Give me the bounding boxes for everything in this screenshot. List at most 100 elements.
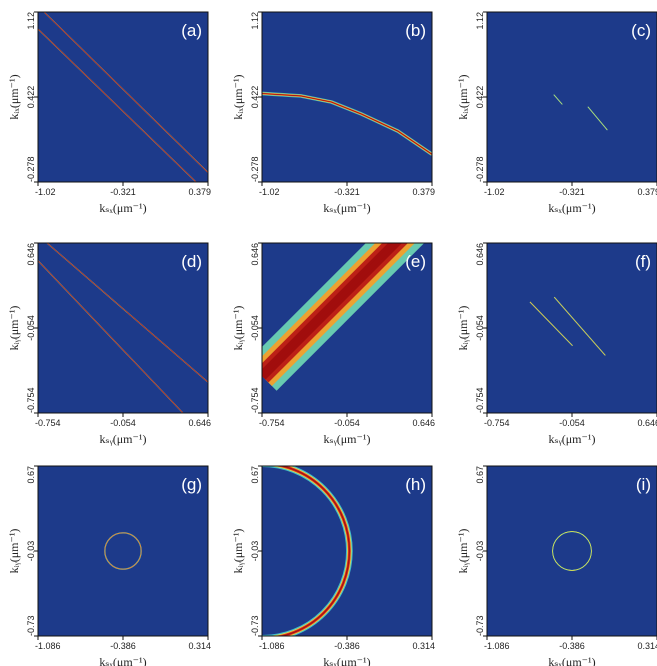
x-tick-label: -1.086 [35,641,61,651]
y-axis-label: kᵢᵧ(μm⁻¹) [7,529,21,574]
intensity-band-1 [262,243,399,378]
heat-map [262,466,353,636]
heat-map [551,530,593,572]
x-tick-label: -1.02 [259,187,280,197]
heat-map [38,12,208,182]
x-axis-label: kₛₓ(μm⁻¹) [323,655,370,666]
y-tick-label: -0.03 [26,541,36,562]
panel-label: (d) [181,252,202,271]
panel-9: (i) -1.086 -0.386 0.314 -0.73 -0.03 0.67 kₛₓ(μm… [456,465,657,666]
panel-label: (e) [405,252,426,271]
x-axis-label: kₛₓ(μm⁻¹) [548,201,595,215]
panel-1: (a) -1.02 -0.321 0.379 -0.278 0.422 1.12 kₛₓ(μm… [7,11,211,215]
plot-background [487,466,657,636]
y-tick-label: 0.67 [26,466,36,484]
heat-map [529,296,606,356]
y-tick-label: -0.054 [475,315,485,341]
x-tick-label: 0.314 [412,641,435,651]
y-tick-label: -0.754 [26,387,36,413]
x-tick-label: 0.379 [637,187,657,197]
x-tick-label: -1.02 [35,187,56,197]
x-tick-label: 0.646 [637,418,657,428]
panel-5: (e) -0.754 -0.054 0.646 -0.754 -0.054 0.646 kₛᵧ… [231,242,435,446]
y-tick-label: -0.03 [250,541,260,562]
x-tick-label: -0.054 [559,418,585,428]
panel-8: (h) -1.086 -0.386 0.314 -0.73 -0.03 0.67 kₛₓ(μm… [231,465,435,666]
y-axis-label: kᵢᵧ(μm⁻¹) [456,529,470,574]
y-tick-label: -0.278 [250,156,260,182]
y-tick-label: -0.73 [475,615,485,636]
panel-label: (c) [631,21,651,40]
y-axis-label: kᵢₓ(μm⁻¹) [231,74,245,119]
y-axis-label: kᵢₓ(μm⁻¹) [7,74,21,119]
intensity-band-1 [46,243,208,383]
y-tick-label: 1.12 [250,12,260,30]
y-tick-label: -0.754 [250,387,260,413]
x-axis-label: kₛᵧ(μm⁻¹) [100,432,147,446]
panel-label: (g) [181,475,202,494]
y-tick-label: -0.73 [26,615,36,636]
y-tick-label: 0.646 [26,243,36,266]
x-tick-label: -0.054 [110,418,136,428]
x-tick-label: -1.086 [259,641,285,651]
y-axis-label: kᵢₓ(μm⁻¹) [456,74,470,119]
panel-label: (f) [635,252,651,271]
x-tick-label: -0.754 [259,418,285,428]
intensity-band-2 [38,28,197,182]
intensity-band-1 [553,94,563,105]
y-tick-label: 0.67 [475,466,485,484]
panel-label: (i) [636,475,651,494]
panel-label: (b) [405,21,426,40]
plot-background [38,466,208,636]
x-tick-label: -1.02 [484,187,505,197]
x-tick-label: 0.646 [188,418,211,428]
intensity-band-1 [262,93,432,155]
intensity-ring [280,466,350,636]
plot-background [38,243,208,413]
y-tick-label: 1.12 [26,12,36,30]
x-tick-label: -0.386 [334,641,360,651]
heat-map [553,94,608,131]
panel-4: (d) -0.754 -0.054 0.646 -0.754 -0.054 0.646 kₛᵧ… [7,242,211,446]
intensity-band-2 [554,297,606,356]
x-tick-label: -0.321 [559,187,585,197]
panel-label: (a) [181,21,202,40]
x-tick-label: -0.321 [110,187,136,197]
x-tick-label: 0.379 [412,187,435,197]
x-tick-label: 0.314 [637,641,657,651]
x-tick-label: -0.754 [35,418,61,428]
x-tick-label: -0.054 [334,418,360,428]
y-tick-label: -0.754 [475,387,485,413]
y-tick-label: 0.646 [475,243,485,266]
x-axis-label: kₛₓ(μm⁻¹) [99,655,146,666]
x-tick-label: -0.754 [484,418,510,428]
x-tick-label: 0.314 [188,641,211,651]
y-tick-label: -0.03 [475,541,485,562]
y-tick-label: 0.67 [250,466,260,484]
x-tick-label: 0.646 [412,418,435,428]
x-axis-label: kₛₓ(μm⁻¹) [99,201,146,215]
y-axis-label: kᵢᵧ(μm⁻¹) [456,306,470,351]
panel-3: (c) -1.02 -0.321 0.379 -0.278 0.422 1.12 kₛₓ(μm… [456,11,657,215]
y-tick-label: -0.054 [250,315,260,341]
y-tick-label: -0.278 [475,156,485,182]
plot-background [487,12,657,182]
intensity-band-1 [529,301,573,346]
x-tick-label: -0.386 [110,641,136,651]
y-tick-label: 0.646 [250,243,260,266]
x-axis-label: kₛₓ(μm⁻¹) [548,655,595,666]
y-tick-label: 1.12 [475,12,485,30]
y-tick-label: -0.278 [26,156,36,182]
plot-background [38,12,208,182]
panel-label: (h) [405,475,426,494]
y-axis-label: kᵢᵧ(μm⁻¹) [231,529,245,574]
intensity-ring [104,532,142,570]
x-axis-label: kₛᵧ(μm⁻¹) [549,432,596,446]
heat-map [262,91,432,156]
y-axis-label: kᵢᵧ(μm⁻¹) [231,306,245,351]
x-tick-label: 0.379 [188,187,211,197]
y-tick-label: -0.054 [26,315,36,341]
x-tick-label: -0.386 [559,641,585,651]
y-axis-label: kᵢᵧ(μm⁻¹) [7,306,21,351]
